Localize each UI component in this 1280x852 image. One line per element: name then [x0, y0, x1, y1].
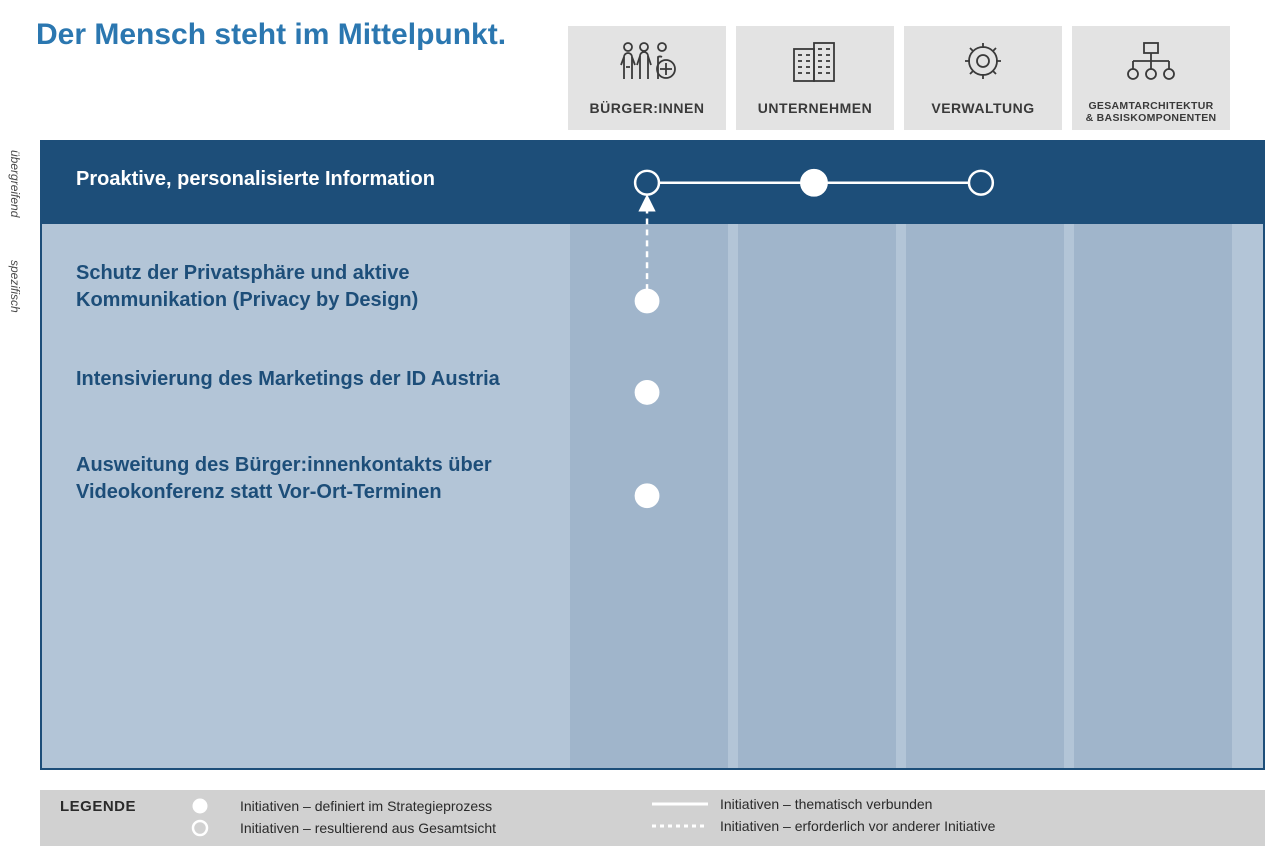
legend-symbol [650, 799, 710, 809]
orgchart-icon [1124, 36, 1178, 86]
row-label: Intensivierung des Marketings der ID Aus… [76, 366, 500, 393]
column-stripe [1074, 142, 1232, 768]
column-header-0: BÜRGER:INNEN [568, 26, 726, 130]
column-header-label: BÜRGER:INNEN [590, 100, 705, 116]
column-header-3: GESAMTARCHITEKTUR & BASISKOMPONENTEN [1072, 26, 1230, 130]
legend: LEGENDE Initiativen – definiert im Strat… [40, 790, 1265, 846]
side-label-uebergreifend: übergreifend [8, 150, 22, 217]
legend-symbol [170, 818, 230, 838]
chart-body: Proaktive, personalisierte Information S… [40, 140, 1265, 770]
side-label-spezifisch: spezifisch [8, 260, 22, 313]
row-overarching: Proaktive, personalisierte Information [42, 142, 1263, 224]
legend-title: LEGENDE [60, 798, 136, 815]
column-header-1: UNTERNEHMEN [736, 26, 894, 130]
legend-item: Initiativen – resultierend aus Gesamtsic… [170, 818, 496, 838]
legend-item: Initiativen – thematisch verbunden [650, 796, 932, 812]
legend-item: Initiativen – definiert im Strategieproz… [170, 796, 492, 816]
column-header-label: GESAMTARCHITEKTUR & BASISKOMPONENTEN [1086, 100, 1217, 124]
column-stripe [570, 142, 728, 768]
row-overarching-label: Proaktive, personalisierte Information [76, 168, 435, 191]
legend-symbol [650, 821, 710, 831]
legend-item: Initiativen – erforderlich vor anderer I… [650, 818, 995, 834]
column-header-2: VERWALTUNG [904, 26, 1062, 130]
row-label: Schutz der Privatsphäre und aktive Kommu… [76, 260, 546, 314]
buildings-icon [790, 36, 840, 86]
people-icon [618, 36, 676, 86]
page-title: Der Mensch steht im Mittelpunkt. [36, 18, 506, 52]
legend-symbol [170, 796, 230, 816]
column-stripe [738, 142, 896, 768]
column-header-label: UNTERNEHMEN [758, 100, 872, 116]
legend-text: Initiativen – resultierend aus Gesamtsic… [240, 820, 496, 836]
column-header-label: VERWALTUNG [931, 100, 1034, 116]
gear-icon [960, 36, 1006, 86]
row-label: Ausweitung des Bürger:innenkontakts über… [76, 452, 546, 506]
legend-text: Initiativen – erforderlich vor anderer I… [720, 818, 995, 834]
column-stripe [906, 142, 1064, 768]
legend-text: Initiativen – definiert im Strategieproz… [240, 798, 492, 814]
legend-text: Initiativen – thematisch verbunden [720, 796, 932, 812]
